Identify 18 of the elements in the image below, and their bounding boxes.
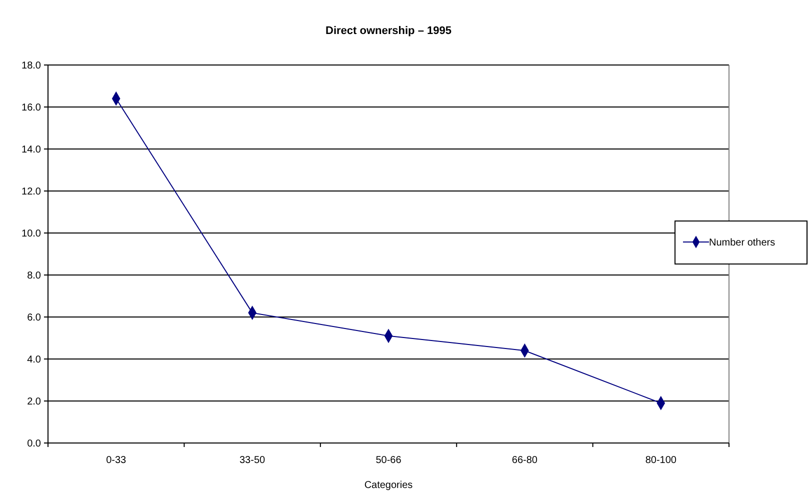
y-tick-label: 4.0 — [27, 354, 42, 366]
y-tick-label: 12.0 — [22, 186, 42, 198]
x-tick-label: 33-50 — [240, 455, 266, 466]
x-tick-label: 50-66 — [376, 455, 402, 466]
y-tick-label: 2.0 — [27, 396, 42, 408]
y-tick-label: 16.0 — [22, 102, 42, 114]
chart-title: Direct ownership – 1995 — [326, 25, 452, 37]
legend-label: Number others — [709, 238, 776, 248]
x-axis-title: Categories — [364, 480, 413, 491]
y-tick-label: 6.0 — [27, 312, 42, 324]
y-tick-label: 18.0 — [22, 60, 42, 72]
y-tick-label: 0.0 — [27, 438, 42, 450]
y-tick-label: 8.0 — [27, 270, 42, 282]
y-tick-label: 10.0 — [22, 228, 42, 240]
x-tick-label: 0-33 — [106, 455, 127, 466]
x-tick-label: 66-80 — [512, 455, 538, 466]
y-tick-label: 14.0 — [22, 144, 42, 156]
x-tick-label: 80-100 — [645, 455, 677, 466]
